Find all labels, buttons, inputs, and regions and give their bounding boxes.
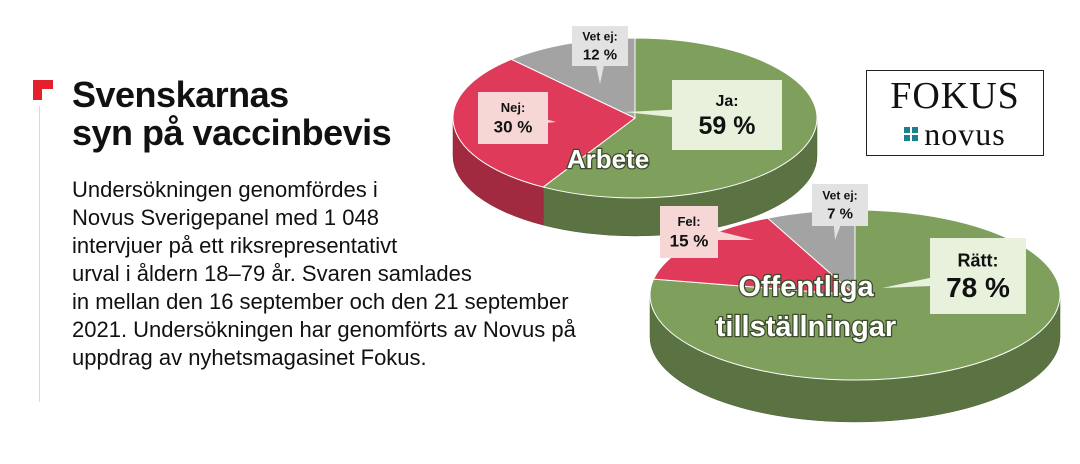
slice-label-2-2: Fel:: [677, 214, 700, 229]
description: Undersökningen genomfördes i Novus Sveri…: [72, 176, 632, 372]
description-line: in mellan den 16 september och den 21 se…: [72, 289, 569, 314]
slice-value-1-1: 59 %: [699, 112, 756, 140]
slice-label-1-2: Nej:: [501, 100, 526, 115]
chart-title-1: Arbete: [567, 144, 649, 174]
slice-label-2-3: Vet ej:: [822, 189, 857, 203]
logo-novus: novus: [924, 116, 1006, 152]
callout-box-1-2: [478, 92, 548, 144]
red-accent-icon: [33, 80, 53, 100]
slice-label-2-1: Rätt:: [958, 250, 999, 270]
description-line: uppdrag av nyhetsmagasinet Fokus.: [72, 345, 427, 370]
headline-line-2: syn på vaccinbevis: [72, 112, 392, 153]
slice-label-1-1: Ja:: [715, 93, 738, 110]
description-line: urval i åldern 18–79 år. Svaren samlades: [72, 261, 472, 286]
description-line: Undersökningen genomfördes i: [72, 177, 378, 202]
novus-mark-icon: [904, 127, 919, 141]
headline: Svenskarnas syn på vaccinbevis: [72, 76, 432, 152]
slice-value-2-2: 15 %: [670, 231, 709, 250]
callout-box-1-3: [572, 26, 628, 66]
callout-box-2-1: [930, 238, 1026, 314]
description-line: 2021. Undersökningen har genomförts av N…: [72, 317, 576, 342]
logo-fokus: FOKUS: [890, 75, 1020, 117]
callout-box-2-3: [812, 184, 868, 226]
slice-value-2-3: 7 %: [827, 205, 853, 222]
chart-title-2-line-1: Offentliga: [738, 271, 874, 303]
description-line: Novus Sverigepanel med 1 048: [72, 205, 379, 230]
divider-line: [39, 106, 40, 402]
slice-label-1-3: Vet ej:: [582, 30, 617, 44]
callout-box-1-1: [672, 80, 782, 150]
callout-box-2-2: [660, 206, 718, 258]
description-line: intervjuer på ett riksrepresentativt: [72, 233, 398, 258]
headline-line-1: Svenskarnas: [72, 74, 289, 115]
chart-title-2-line-2: tillställningar: [716, 311, 896, 343]
slice-value-1-2: 30 %: [494, 117, 533, 136]
slice-value-1-3: 12 %: [583, 46, 617, 63]
slice-value-2-1: 78 %: [946, 272, 1010, 303]
fokus-novus-logo: FOKUS novus: [866, 70, 1044, 156]
